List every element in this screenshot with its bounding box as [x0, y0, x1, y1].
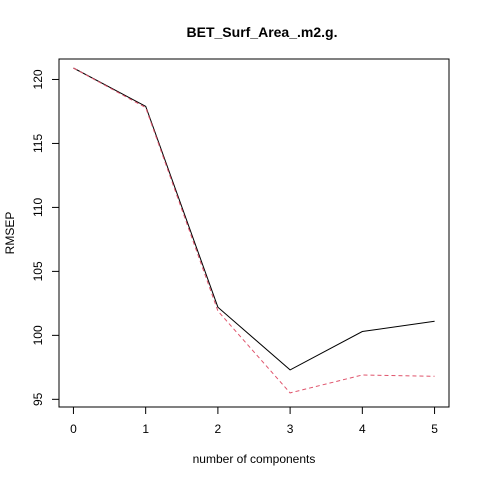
series-line-1: [73, 67, 435, 371]
y-tick-label: 95: [31, 392, 45, 406]
x-tick-label: 0: [70, 422, 77, 436]
series-layer: [73, 67, 435, 394]
y-tick-label: 120: [31, 69, 45, 89]
y-axis: 95 100 105 110 115 120: [31, 69, 59, 406]
y-tick-label: 100: [31, 325, 45, 345]
x-tick-label: 4: [359, 422, 366, 436]
x-axis: 0 1 2 3 4 5: [70, 407, 438, 436]
y-tick-label: 105: [31, 261, 45, 281]
series-line-2: [73, 67, 435, 394]
chart-title: BET_Surf_Area_.m2.g.: [187, 24, 338, 40]
x-tick-label: 2: [215, 422, 222, 436]
y-tick-label: 110: [31, 198, 45, 217]
x-tick-label: 5: [431, 422, 438, 436]
x-axis-label: number of components: [193, 452, 316, 466]
x-tick-label: 1: [142, 422, 149, 436]
y-axis-label: RMSEP: [3, 212, 17, 255]
x-tick-label: 3: [287, 422, 294, 436]
plot-frame: [58, 58, 450, 408]
y-tick-label: 115: [31, 134, 45, 153]
